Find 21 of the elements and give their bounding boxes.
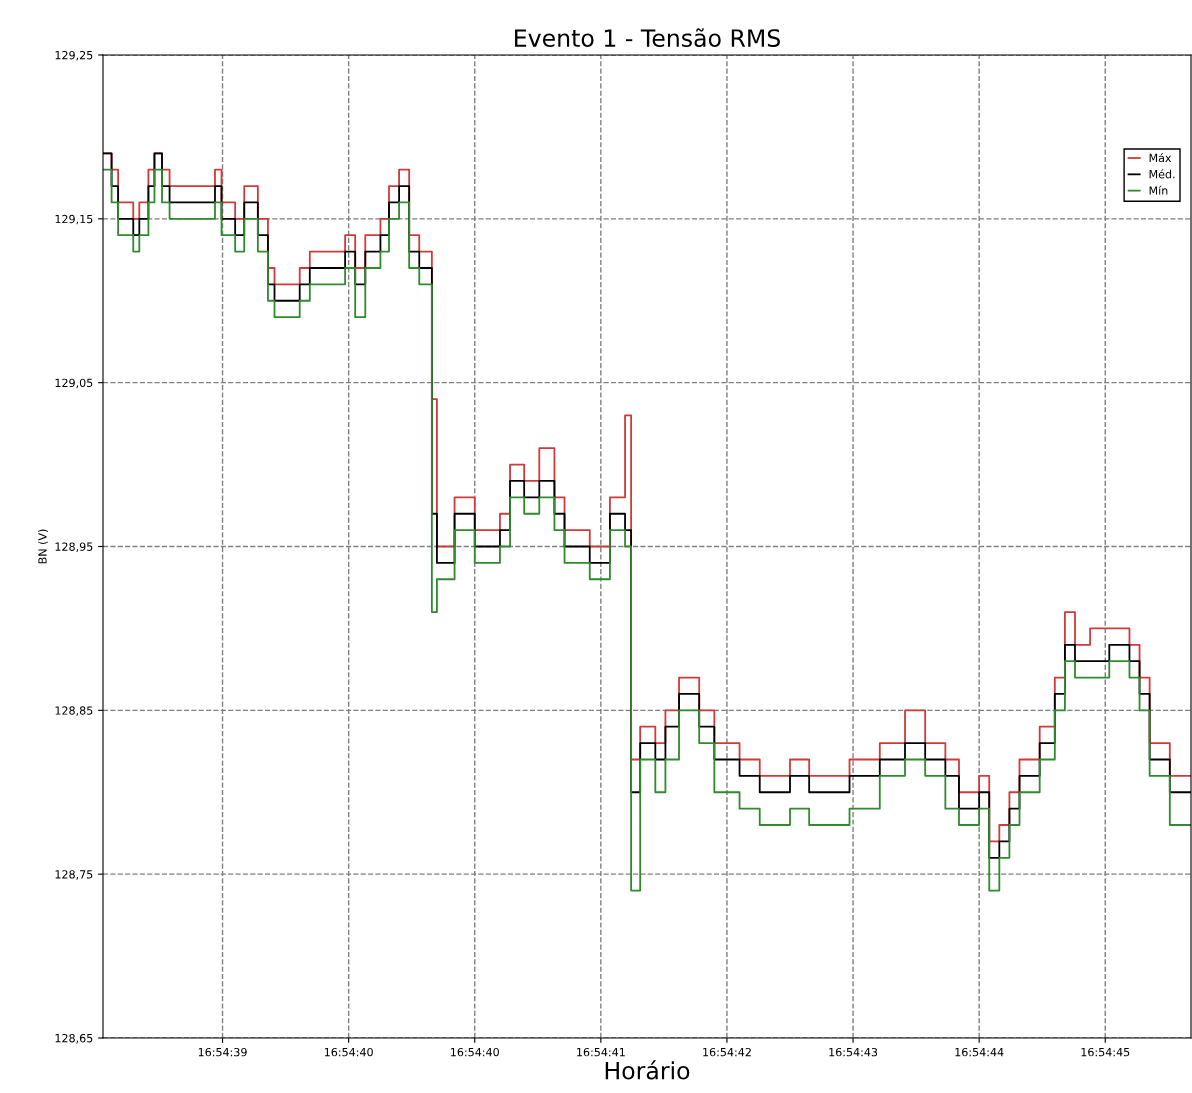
y-tick-label: 128,95: [55, 542, 93, 553]
chart-title: Evento 1 - Tensão RMS: [515, 28, 780, 47]
y-tick-label: 128,75: [55, 870, 93, 880]
x-tick-label: 16:54:40: [451, 1047, 499, 1057]
legend-label: Máx: [1149, 153, 1172, 163]
x-tick-label: 16:54:42: [703, 1047, 751, 1057]
x-tick-label: 16:54:39: [198, 1047, 247, 1057]
x-axis-title: Horário: [605, 1060, 690, 1080]
legend-label: Méd.: [1149, 169, 1175, 179]
x-tick-label: 16:54:44: [955, 1047, 1004, 1057]
y-axis-title: BN (V): [38, 529, 48, 564]
y-tick-label: 129,25: [55, 50, 93, 61]
x-tick-label: 16:54:43: [829, 1047, 878, 1057]
x-tick-label: 16:54:45: [1081, 1047, 1130, 1057]
y-tick-label: 128,65: [55, 1033, 93, 1044]
y-tick-label: 129,05: [55, 378, 93, 389]
y-tick-label: 129,15: [55, 214, 93, 225]
legend-label: Mín: [1149, 185, 1168, 195]
x-tick-label: 16:54:40: [324, 1047, 373, 1057]
x-tick-label: 16:54:41: [577, 1047, 625, 1057]
y-tick-label: 128,85: [55, 706, 93, 716]
